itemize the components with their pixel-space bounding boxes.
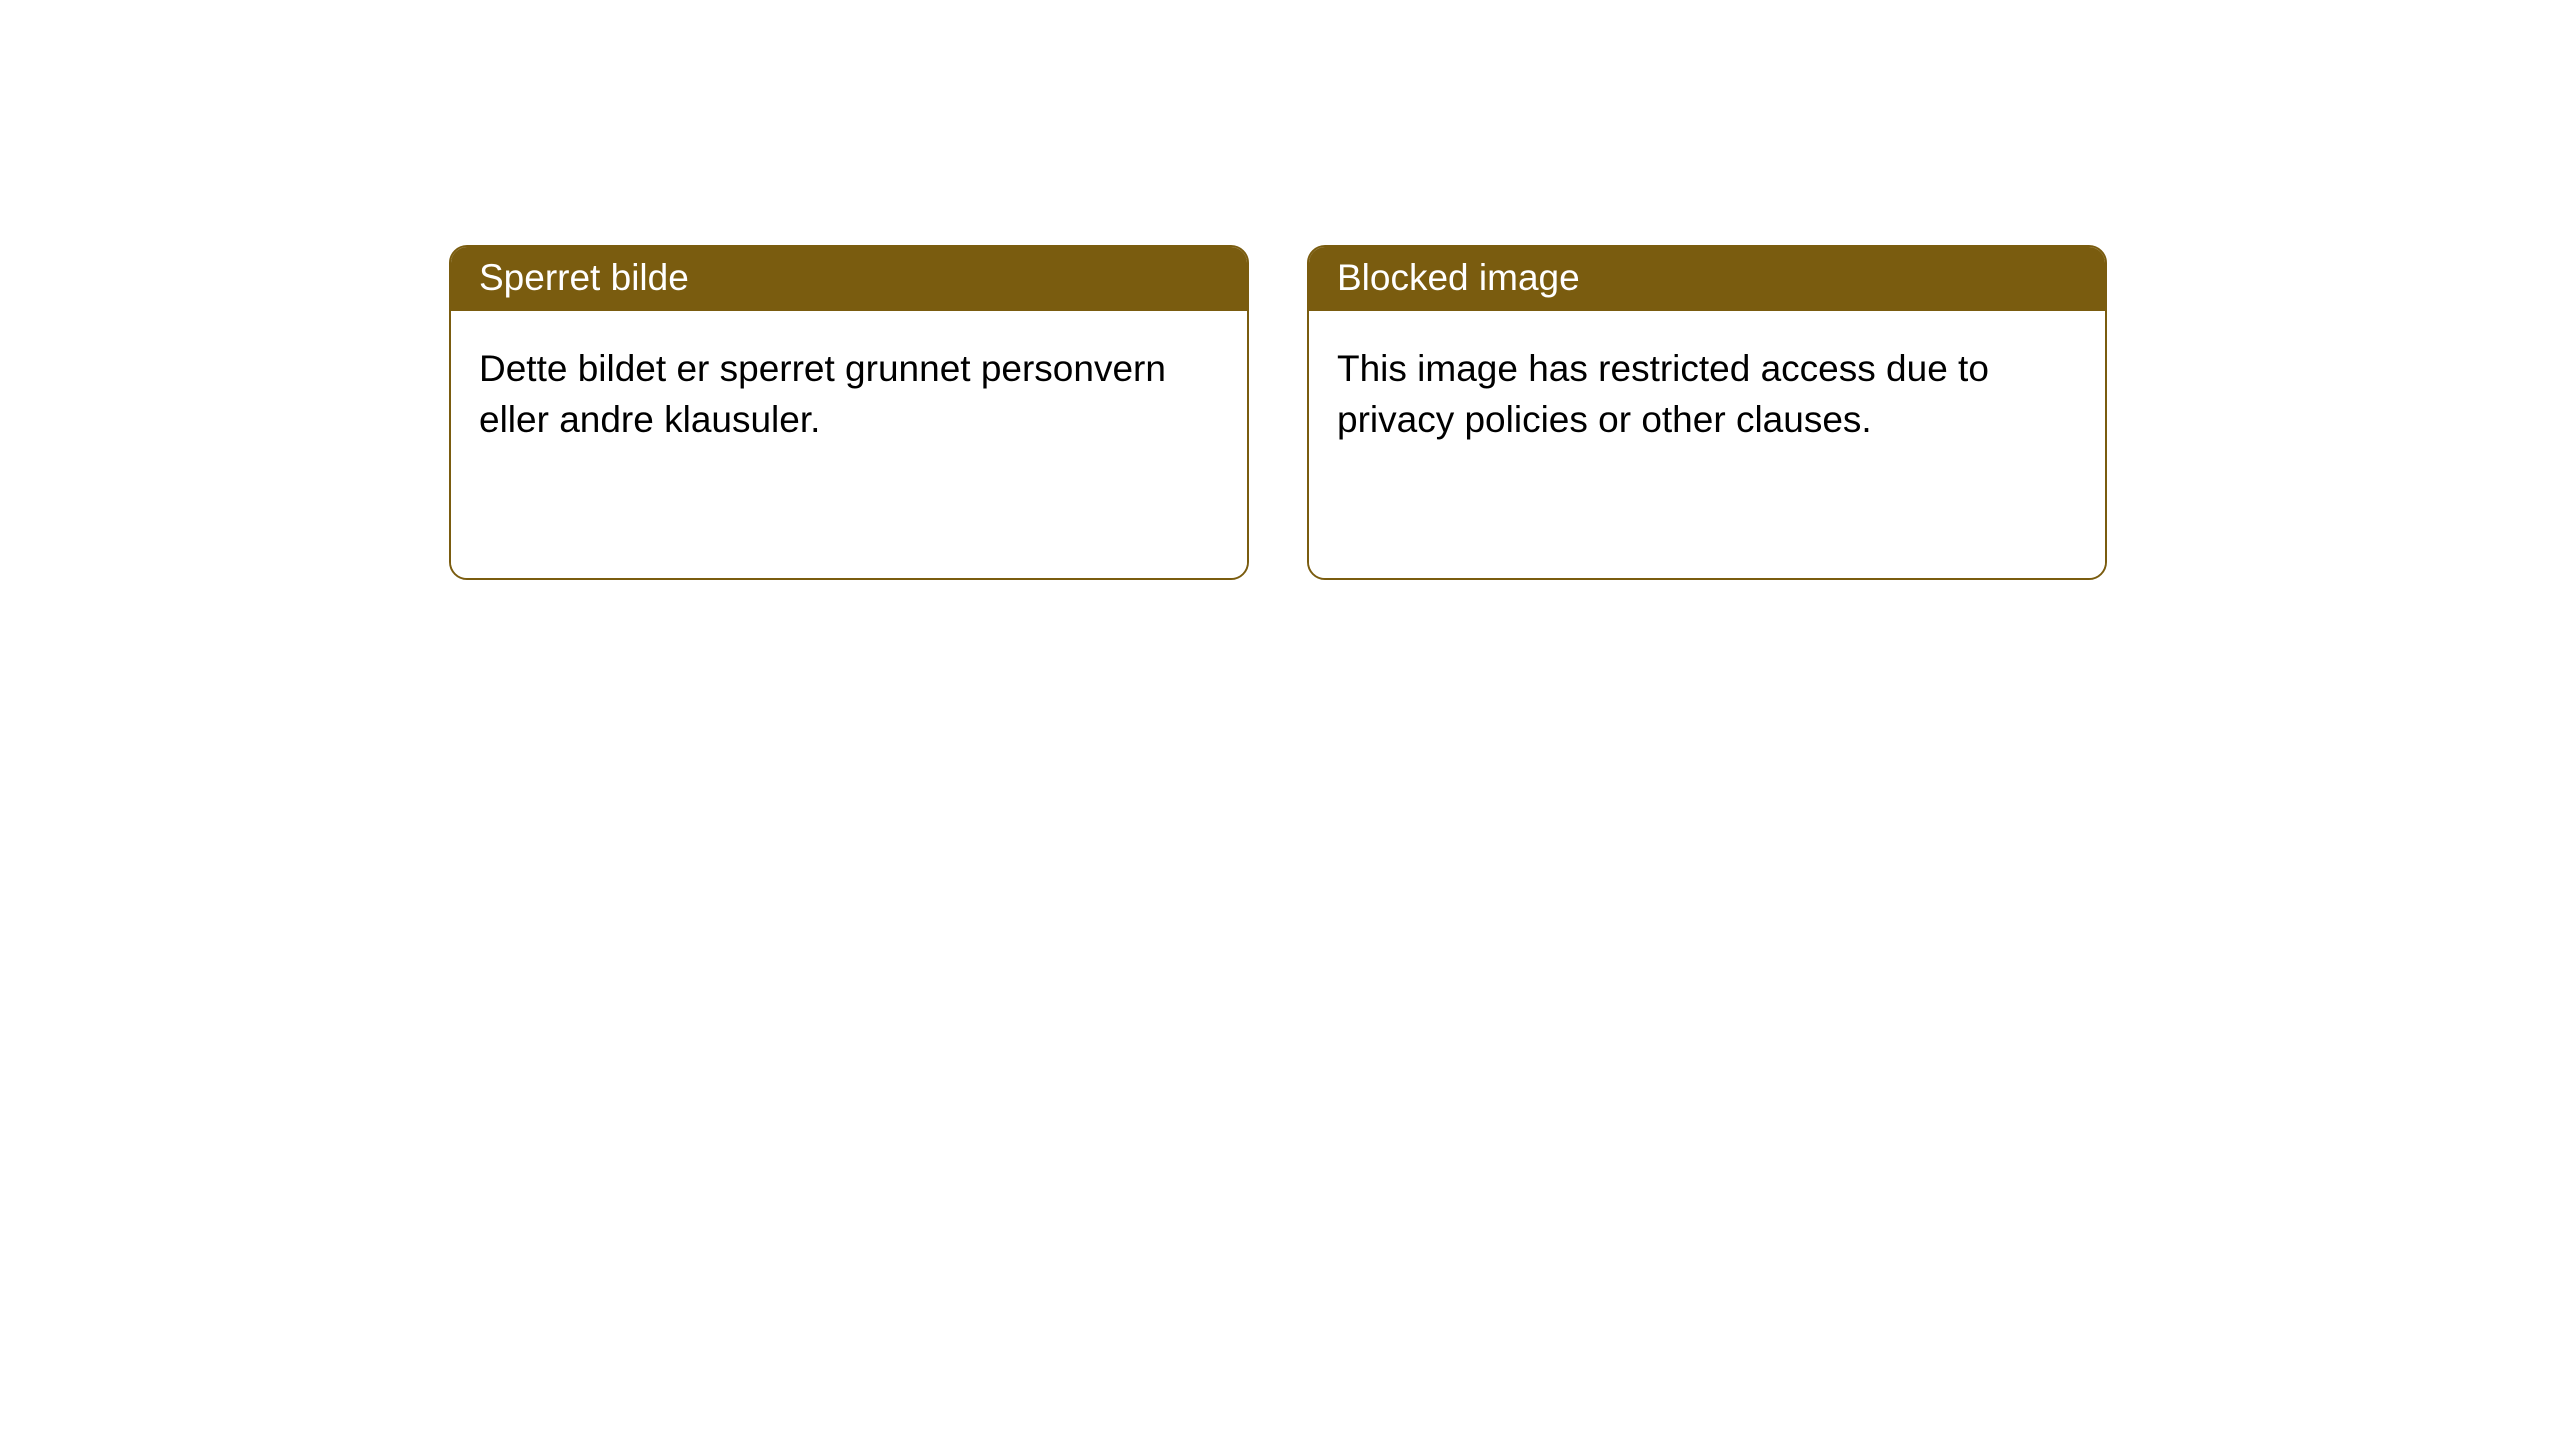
notice-card-norwegian: Sperret bilde Dette bildet er sperret gr… <box>449 245 1249 580</box>
notice-body: Dette bildet er sperret grunnet personve… <box>451 311 1247 578</box>
notice-body: This image has restricted access due to … <box>1309 311 2105 578</box>
notice-header: Sperret bilde <box>451 247 1247 311</box>
notice-card-english: Blocked image This image has restricted … <box>1307 245 2107 580</box>
notice-header: Blocked image <box>1309 247 2105 311</box>
notices-container: Sperret bilde Dette bildet er sperret gr… <box>0 0 2560 580</box>
